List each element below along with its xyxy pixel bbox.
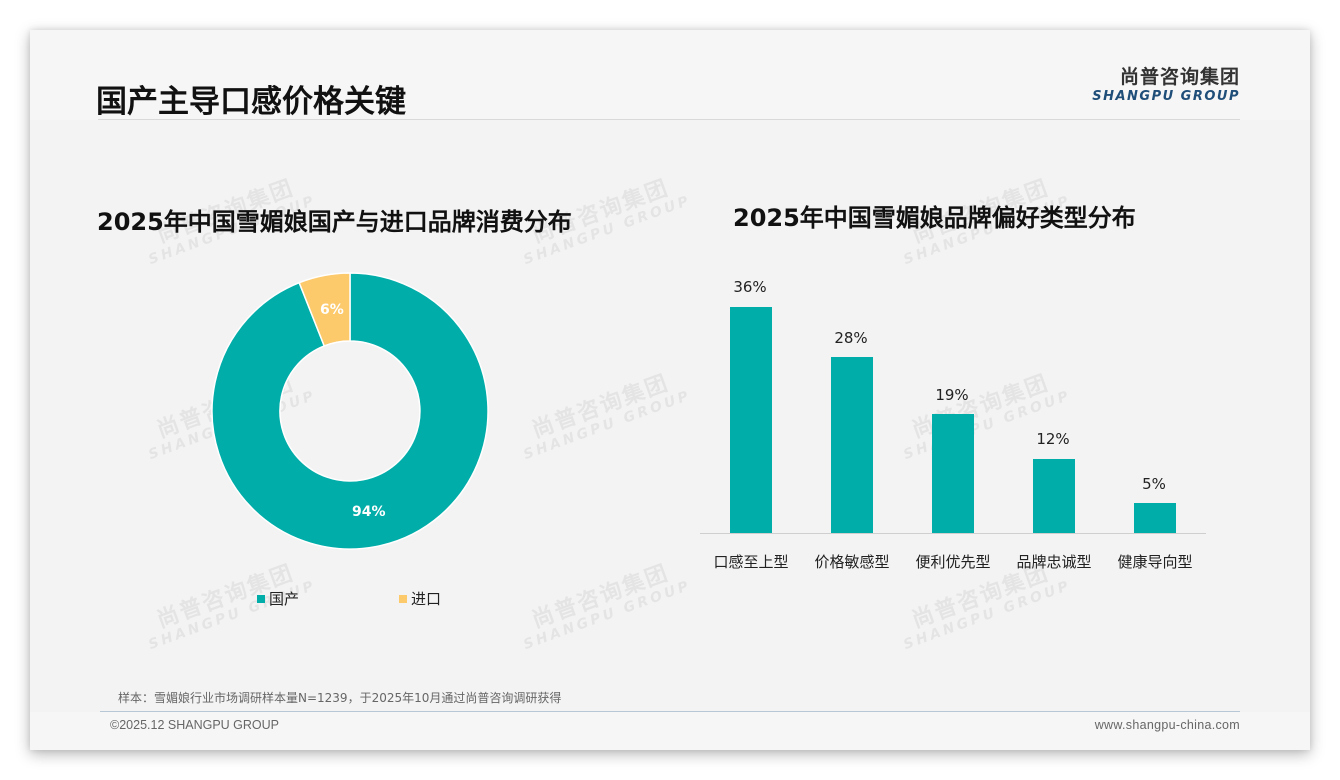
header-band bbox=[30, 30, 1310, 120]
bar-category-label: 便利优先型 bbox=[915, 553, 991, 571]
website-link[interactable]: www.shangpu-china.com bbox=[1094, 718, 1240, 732]
bar-chart: 36% 口感至上型 28% 价格敏感型 19% 便利优先型 12% 品牌忠诚型 … bbox=[700, 270, 1206, 580]
donut-slice-domestic bbox=[211, 272, 489, 550]
slice-label-domestic: 94% bbox=[352, 504, 386, 520]
title-divider bbox=[98, 119, 1240, 120]
bar-taste-first bbox=[730, 307, 772, 533]
bar-convenience-first bbox=[932, 414, 974, 533]
x-axis-line bbox=[700, 533, 1206, 534]
legend-label: 国产 bbox=[269, 590, 300, 608]
copyright: ©2025.12 SHANGPU GROUP bbox=[110, 718, 279, 732]
bar-health-oriented bbox=[1134, 503, 1176, 533]
footer-band bbox=[30, 712, 1310, 750]
legend-swatch-icon bbox=[399, 594, 408, 603]
donut-legend: 国产 进口 bbox=[257, 588, 441, 609]
legend-item-imported: 进口 bbox=[399, 588, 441, 609]
sample-note: 样本：雪媚娘行业市场调研样本量N=1239，于2025年10月通过尚普咨询调研获… bbox=[118, 691, 562, 705]
bar-brand-loyal bbox=[1033, 459, 1075, 533]
donut-chart: 6% 94% bbox=[211, 272, 489, 550]
bar-value-label: 12% bbox=[1036, 430, 1070, 448]
legend-swatch-icon bbox=[257, 594, 265, 603]
company-logo: 尚普咨询集团 SHANGPU GROUP bbox=[1092, 65, 1240, 105]
bar-value-label: 5% bbox=[1142, 475, 1166, 493]
logo-cn: 尚普咨询集团 bbox=[1119, 66, 1240, 88]
bar-value-label: 28% bbox=[834, 329, 868, 347]
bar-value-label: 36% bbox=[733, 278, 767, 296]
legend-item-domestic: 国产 bbox=[257, 588, 299, 609]
donut-svg bbox=[211, 272, 489, 550]
bar-category-label: 口感至上型 bbox=[713, 553, 789, 571]
bar-category-label: 健康导向型 bbox=[1117, 553, 1193, 571]
slice-label-imported: 6% bbox=[320, 302, 344, 318]
donut-slice-imported bbox=[298, 272, 351, 347]
footer-divider bbox=[100, 711, 1240, 712]
page-title: 国产主导口感价格关键 bbox=[96, 84, 406, 120]
bar-value-label: 19% bbox=[935, 386, 969, 404]
bar-price-sensitive bbox=[831, 357, 873, 533]
legend-label: 进口 bbox=[411, 590, 442, 608]
bar-category-label: 价格敏感型 bbox=[814, 553, 890, 571]
logo-en: SHANGPU GROUP bbox=[1092, 89, 1240, 104]
slide: 尚普咨询集团 SHANGPU GROUP 尚普咨询集团 SHANGPU GROUP … bbox=[30, 30, 1310, 750]
bar-chart-title: 2025年中国雪媚娘品牌偏好类型分布 bbox=[733, 204, 1136, 232]
donut-chart-title: 2025年中国雪媚娘国产与进口品牌消费分布 bbox=[97, 208, 572, 236]
bar-category-label: 品牌忠诚型 bbox=[1016, 553, 1092, 571]
